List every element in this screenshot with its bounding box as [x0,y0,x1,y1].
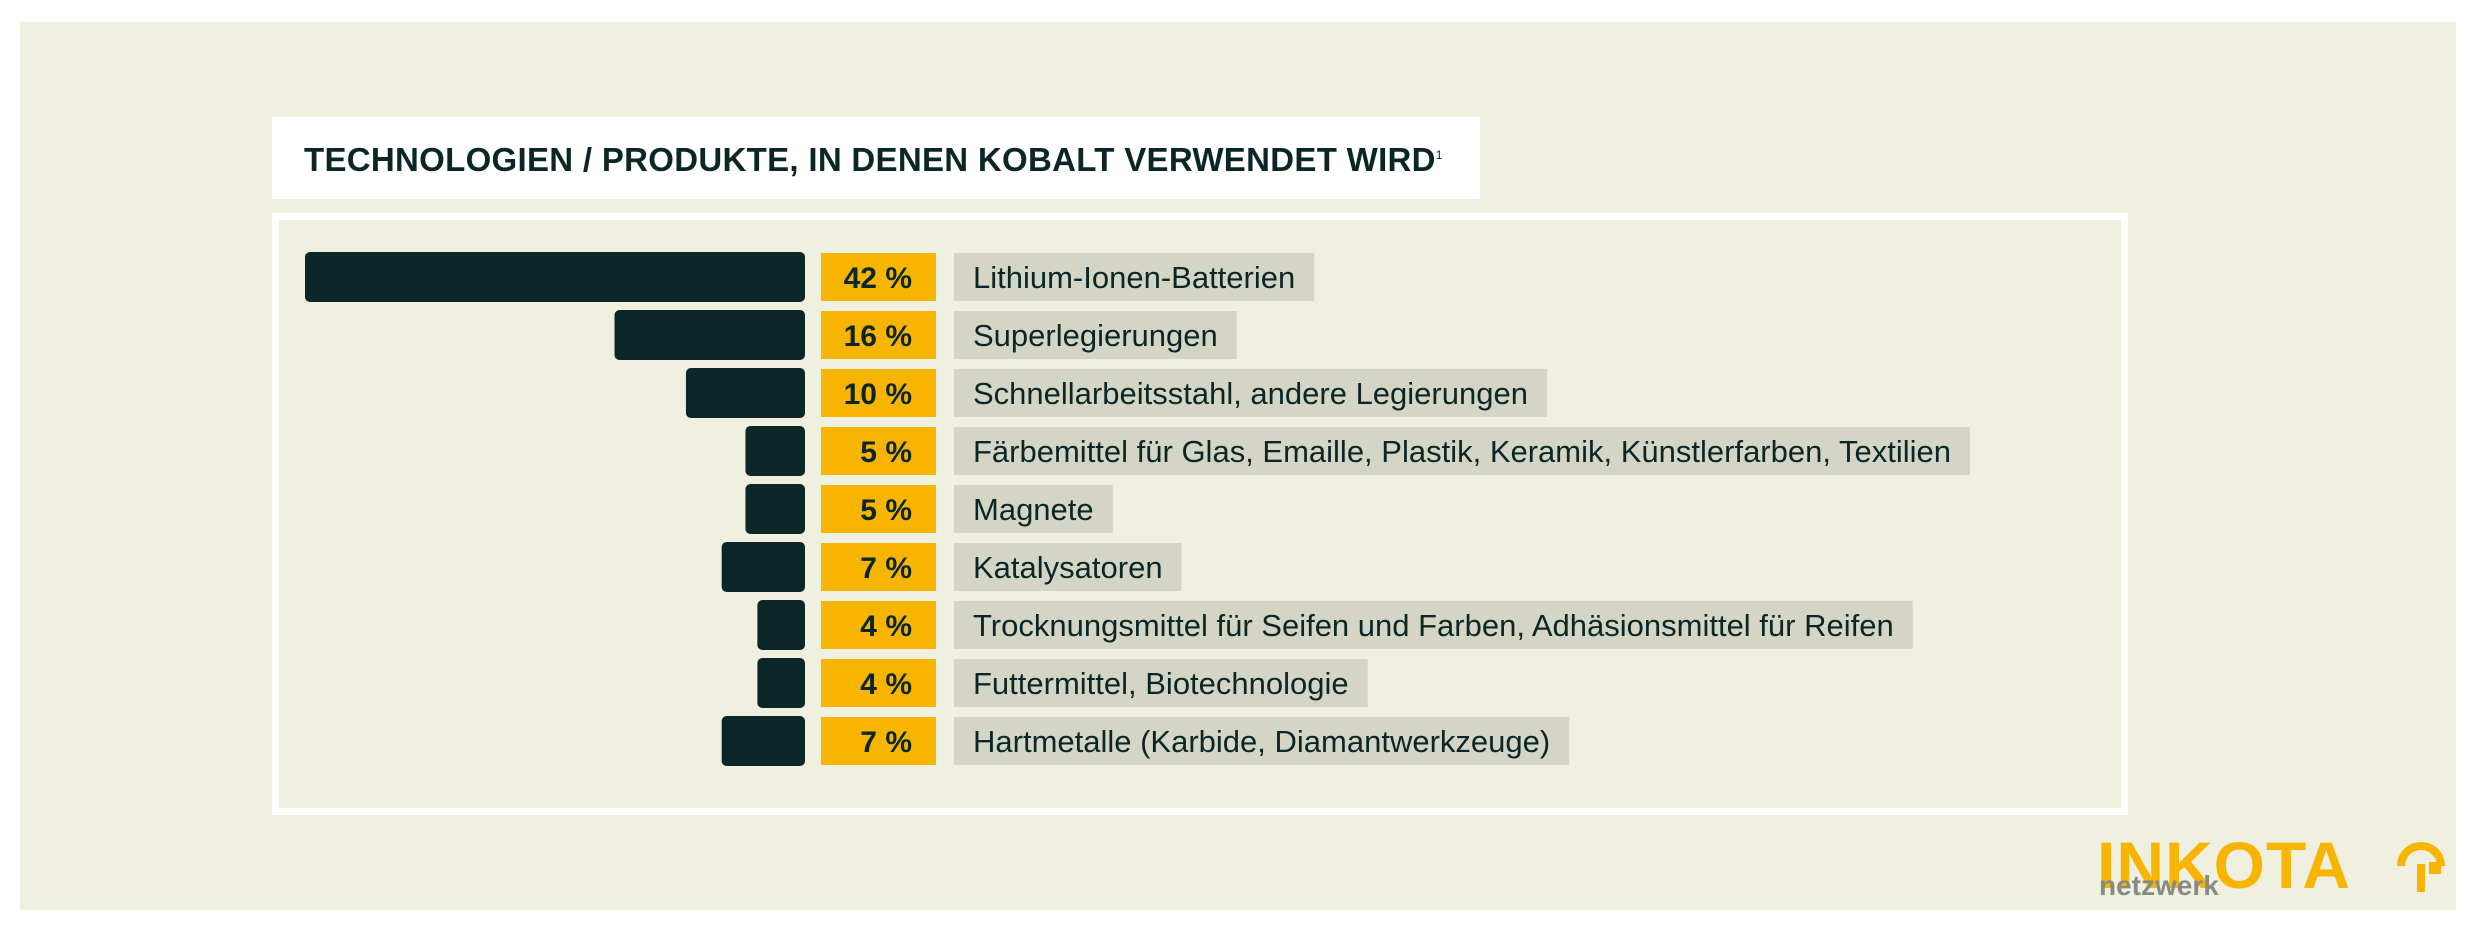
value-label-box [821,485,936,533]
value-label: 16 % [844,320,912,353]
value-label: 7 % [860,552,912,585]
title-footnote-mark: 1 [1435,148,1443,162]
value-label: 5 % [860,436,912,469]
category-label: Superlegierungen [973,318,1218,353]
value-label: 42 % [844,262,912,295]
bar [757,600,805,650]
category-label-box [954,601,1913,649]
value-label: 7 % [860,726,912,759]
value-label-box [821,543,936,591]
category-label: Magnete [973,492,1094,527]
bar [745,484,805,534]
value-label-box [821,601,936,649]
category-label: Lithium-Ionen-Batterien [973,260,1295,295]
category-label: Färbemittel für Glas, Emaille, Plastik, … [973,434,1951,469]
category-label-box [954,253,1315,301]
chart-title-box: TECHNOLOGIEN / PRODUKTE, IN DENEN KOBALT… [272,117,1480,199]
value-label-box [821,311,936,359]
value-label-box [821,717,936,765]
logo-emblem-icon [2397,842,2445,892]
category-label-box [954,485,1113,533]
bar [305,252,805,302]
logo-subtitle: netzwerk [2099,870,2219,901]
value-label: 4 % [860,610,912,643]
bar [614,310,805,360]
category-label: Schnellarbeitsstahl, andere Legierungen [973,376,1528,411]
category-label-box [954,659,1368,707]
category-label-box [954,717,1570,765]
category-label: Trocknungsmittel für Seifen und Farben, … [973,608,1894,643]
category-label: Katalysatoren [973,550,1163,585]
logo-wordmark: INKOTA [2097,828,2352,902]
value-label-box [821,253,936,301]
value-label-box [821,659,936,707]
value-label: 10 % [844,378,912,411]
category-label: Futtermittel, Biotechnologie [973,666,1349,701]
chart-title: TECHNOLOGIEN / PRODUKTE, IN DENEN KOBALT… [304,141,1443,178]
category-label-box [954,311,1237,359]
value-label-box [821,427,936,475]
category-label: Hartmetalle (Karbide, Diamantwerkzeuge) [973,724,1550,759]
value-label-box [821,369,936,417]
value-label: 4 % [860,668,912,701]
category-label-box [954,427,1971,475]
bar [721,716,805,766]
value-label: 5 % [860,494,912,527]
bar [757,658,805,708]
inkota-logo: INKOTA netzwerk [2093,832,2451,900]
chart-frame [272,213,2128,815]
bar [721,542,805,592]
bar [745,426,805,476]
category-label-box [954,369,1547,417]
category-label-box [954,543,1182,591]
bar [685,368,805,418]
